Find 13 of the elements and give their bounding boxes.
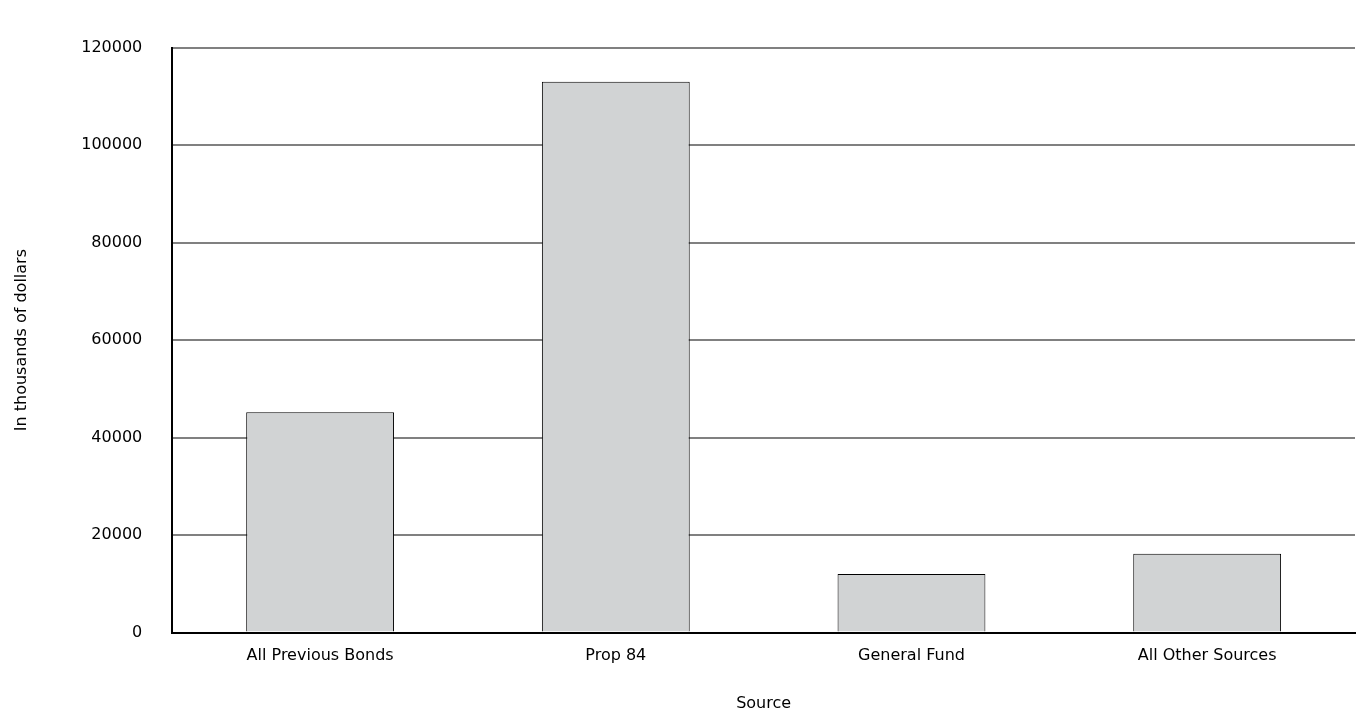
y-tick-label: 60000: [91, 329, 143, 349]
y-tick-label: 0: [132, 621, 143, 641]
x-tick-label: All Previous Bonds: [246, 645, 394, 665]
y-tick-label: 120000: [81, 36, 143, 56]
y-tick-label: 40000: [91, 426, 143, 446]
y-tick-label: 80000: [91, 231, 143, 251]
x-axis-title: Source: [736, 692, 792, 712]
y-tick-label: 100000: [81, 134, 143, 154]
x-tick-label: Prop 84: [585, 645, 647, 665]
y-axis-title: In thousands of dollars: [10, 248, 30, 432]
y-tick-label: 20000: [91, 524, 143, 544]
x-tick-label: All Other Sources: [1137, 645, 1277, 665]
x-tick-label: General Fund: [858, 645, 965, 665]
